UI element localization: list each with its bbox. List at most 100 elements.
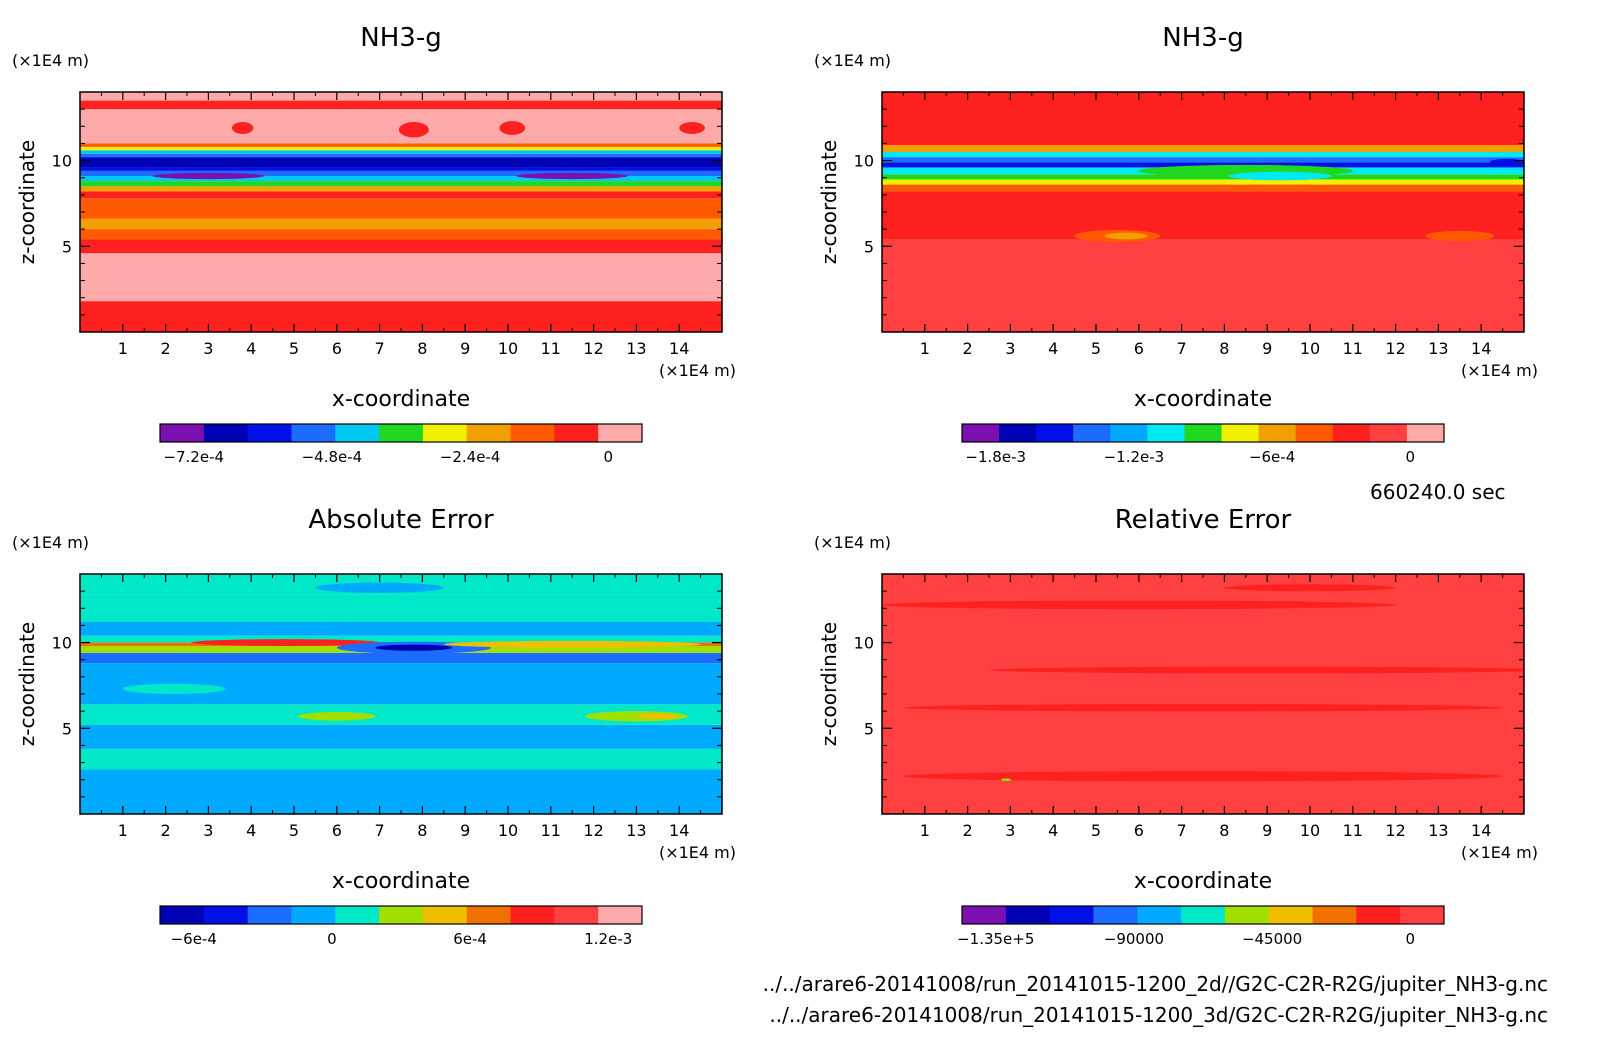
colorbar-swatch xyxy=(1181,906,1226,924)
z-axis-label: z-coordinate xyxy=(15,140,39,264)
chart-title: NH3-g xyxy=(360,23,441,53)
contour-band-8 xyxy=(80,186,722,192)
plot-area xyxy=(882,574,1524,814)
x-tick-label: 6 xyxy=(1134,821,1144,840)
contour-band-20 xyxy=(80,92,722,101)
colorbar: −6e-4 0 6e-4 1.2e-3 xyxy=(159,905,643,948)
x-axis-label: x-coordinate xyxy=(332,869,470,894)
colorbar-label: 0 xyxy=(1405,448,1415,466)
x-tick-label: 5 xyxy=(289,339,299,358)
x-tick-label: 13 xyxy=(1428,339,1448,358)
x-axis-label: x-coordinate xyxy=(332,387,470,412)
contour-band-15 xyxy=(80,150,722,154)
x-tick-label: 5 xyxy=(289,821,299,840)
x-tick-label: 13 xyxy=(1428,821,1448,840)
x-tick-label: 12 xyxy=(1385,339,1405,358)
x-tick-label: 6 xyxy=(332,339,342,358)
contour-band-17 xyxy=(80,143,722,147)
contour-band-6 xyxy=(80,652,722,664)
z-tick-label: 5 xyxy=(62,237,72,256)
contour-blob-5 xyxy=(152,172,265,180)
colorbar-frame xyxy=(961,905,1445,925)
x-unit-label: (×1E4 m) xyxy=(659,361,736,380)
x-tick-label: 4 xyxy=(246,339,256,358)
contour-blob-4 xyxy=(903,771,1503,782)
colorbar-swatch xyxy=(1221,424,1260,442)
x-tick-label: 6 xyxy=(332,821,342,840)
z-axis-label: z-coordinate xyxy=(817,622,841,746)
x-axis-label: x-coordinate xyxy=(1134,869,1272,894)
x-tick-label: 7 xyxy=(375,821,385,840)
x-tick-label: 1 xyxy=(920,821,930,840)
contour-blob-5 xyxy=(1224,584,1396,592)
contour-band-1 xyxy=(882,239,1524,332)
colorbar-swatch xyxy=(999,424,1037,442)
x-tick-label: 8 xyxy=(1219,821,1229,840)
x-unit-label: (×1E4 m) xyxy=(1461,843,1538,862)
contour-band-3 xyxy=(80,724,722,749)
file-path-3d: ../../arare6-20141008/run_20141015-1200_… xyxy=(769,1003,1548,1027)
colorbar-swatch xyxy=(510,424,555,442)
colorbar-label: −7.2e-4 xyxy=(163,448,224,466)
x-tick-label: 2 xyxy=(161,821,171,840)
colorbar-swatch xyxy=(1268,906,1314,924)
x-tick-label: 6 xyxy=(1134,339,1144,358)
colorbar-swatch xyxy=(203,424,249,442)
contour-band-7 xyxy=(80,191,722,199)
colorbar: −7.2e-4 −4.8e-4 −2.4e-4 0 xyxy=(159,423,643,466)
colorbar-swatch xyxy=(379,906,424,924)
x-tick-label: 5 xyxy=(1091,339,1101,358)
colorbar-swatch xyxy=(291,906,336,924)
x-unit-label: (×1E4 m) xyxy=(659,843,736,862)
contour-band-9 xyxy=(80,181,722,187)
colorbar-swatch xyxy=(962,906,1007,924)
x-tick-label: 1 xyxy=(118,339,128,358)
colorbar-swatch xyxy=(1049,906,1094,924)
x-tick-label: 14 xyxy=(1471,821,1491,840)
contour-band-2 xyxy=(80,748,722,770)
x-tick-label: 10 xyxy=(1300,339,1320,358)
x-tick-label: 13 xyxy=(626,339,646,358)
colorbar-label: −2.4e-4 xyxy=(440,448,501,466)
contour-band-9 xyxy=(882,152,1524,158)
colorbar-swatch xyxy=(466,424,512,442)
z-unit-label: (×1E4 m) xyxy=(12,51,89,70)
contour-blob-5 xyxy=(1228,171,1332,181)
x-tick-label: 9 xyxy=(1262,339,1272,358)
contour-band-6 xyxy=(80,198,722,219)
contour-blob-6 xyxy=(516,172,628,180)
contour-band-10 xyxy=(882,145,1524,152)
contour-band-10 xyxy=(80,176,722,182)
colorbar-frame xyxy=(961,423,1445,443)
contour-band-4 xyxy=(80,229,722,240)
x-tick-label: 7 xyxy=(375,339,385,358)
colorbar-label: −90000 xyxy=(1104,930,1164,948)
x-tick-label: 13 xyxy=(626,821,646,840)
contour-band-14 xyxy=(80,153,722,158)
contour-blob-3 xyxy=(499,121,526,135)
contour-blob-3 xyxy=(1425,230,1495,242)
x-tick-label: 2 xyxy=(161,339,171,358)
z-tick-label: 5 xyxy=(864,719,874,738)
colorbar-swatch xyxy=(422,424,468,442)
colorbar-frame xyxy=(159,905,643,925)
x-tick-label: 10 xyxy=(498,339,518,358)
colorbar-swatch xyxy=(335,424,380,442)
contour-band-2 xyxy=(882,191,1524,240)
chart-title: Absolute Error xyxy=(308,505,494,535)
contour-blob-1 xyxy=(882,600,1396,610)
colorbar-label: 1.2e-3 xyxy=(584,930,632,948)
colorbar-swatch xyxy=(1369,424,1408,442)
colorbar-swatch xyxy=(554,906,599,924)
time-label: 660240.0 sec xyxy=(1370,480,1506,504)
z-unit-label: (×1E4 m) xyxy=(814,533,891,552)
chart-title: Relative Error xyxy=(1115,505,1292,535)
contour-blob-4 xyxy=(679,122,705,134)
x-tick-label: 3 xyxy=(1005,339,1015,358)
contour-band-7 xyxy=(882,162,1524,168)
contour-blob-2 xyxy=(989,666,1524,674)
colorbar-swatch xyxy=(160,424,205,442)
